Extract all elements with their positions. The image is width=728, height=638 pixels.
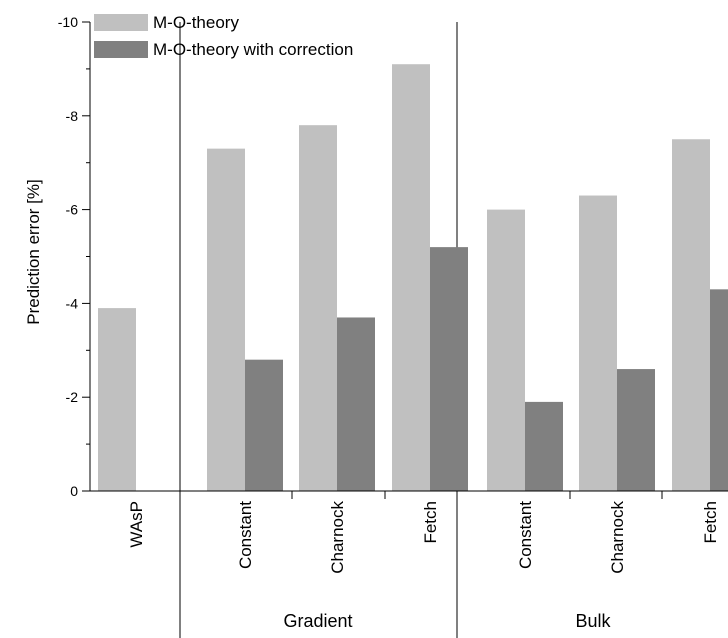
bar-mo-theory-with-correction: [245, 359, 283, 491]
legend-swatch: [94, 14, 148, 31]
legend-label: M-O-theory: [153, 13, 239, 32]
bar-mo-theory: [207, 148, 245, 491]
bar-mo-theory-with-correction: [430, 247, 468, 491]
plot-area: [98, 22, 728, 638]
group-label: Bulk: [575, 611, 611, 631]
group-labels: Gradient Bulk: [283, 611, 611, 631]
bar-mo-theory: [579, 195, 617, 491]
bar-mo-theory-with-correction: [617, 369, 655, 491]
bar-mo-theory-with-correction: [337, 317, 375, 491]
legend-swatch: [94, 41, 148, 58]
category-label: Constant: [516, 501, 535, 569]
y-axis: 0 -2 -4 -6 -8 -10: [58, 14, 91, 499]
category-label: Fetch: [421, 501, 440, 544]
category-label: Constant: [236, 501, 255, 569]
x-axis: WAsP Constant Charnock Fetch Constant Charnoc…: [90, 490, 728, 574]
bar-mo-theory: [98, 308, 136, 491]
bar-mo-theory: [672, 139, 710, 491]
legend: M-O-theory M-O-theory with correction: [94, 13, 353, 59]
legend-label: M-O-theory with correction: [153, 40, 353, 59]
group-label: Gradient: [283, 611, 352, 631]
y-tick-label: -10: [58, 14, 78, 30]
bar-mo-theory-with-correction: [710, 289, 728, 491]
category-label: WAsP: [127, 501, 146, 548]
y-axis-title: Prediction error [%]: [24, 179, 43, 325]
bar-mo-theory: [487, 209, 525, 491]
y-tick-label: -8: [66, 108, 79, 124]
bar-mo-theory: [299, 125, 337, 492]
category-label: Charnock: [608, 501, 627, 574]
y-tick-label: 0: [70, 483, 78, 499]
category-label: Fetch: [701, 501, 720, 544]
bar-mo-theory: [392, 64, 430, 492]
y-tick-label: -4: [66, 295, 79, 311]
y-tick-label: -6: [66, 202, 79, 218]
y-tick-label: -2: [66, 389, 79, 405]
bar-mo-theory-with-correction: [525, 401, 563, 491]
category-label: Charnock: [328, 501, 347, 574]
